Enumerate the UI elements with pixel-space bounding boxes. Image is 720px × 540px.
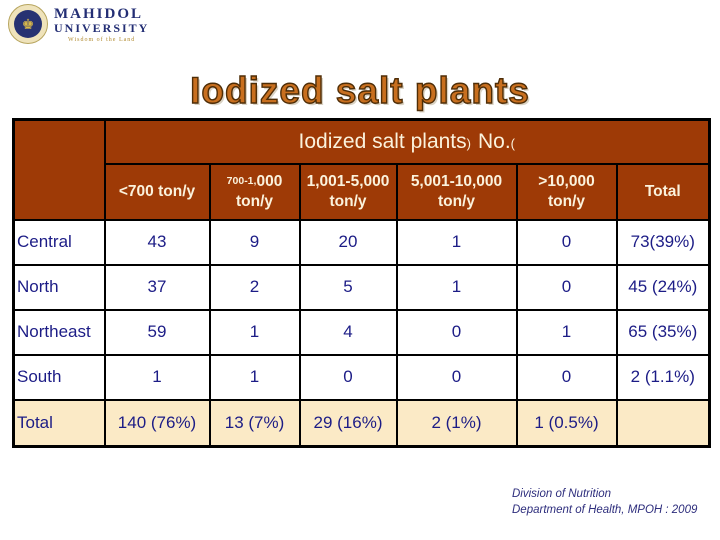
column-header-label: 000 <box>256 173 283 191</box>
table-cell: 140 (76%) <box>103 398 211 448</box>
table-cell: 1 <box>395 218 518 266</box>
column-header-unit: ton/y <box>329 192 367 210</box>
table-row-central: Central 43 9 20 1 0 73(39%) <box>12 218 711 266</box>
column-header-700-1000: 700-1,000 ton/y <box>208 162 301 221</box>
table-cell: 43 <box>103 218 211 266</box>
banner-paren-open: ( <box>510 135 516 151</box>
source-credit-line1: Division of Nutrition <box>512 488 612 500</box>
row-label: North <box>12 263 106 311</box>
logo-tagline: Wisdom of the Land <box>68 36 136 43</box>
table-cell <box>615 398 711 448</box>
table-cell: 13 (7%) <box>208 398 301 448</box>
column-header-lt700: <700 ton/y <box>103 162 211 221</box>
column-header-label: Total <box>644 182 681 200</box>
row-label: Central <box>12 218 106 266</box>
iodized-salt-plants-table: Iodized salt plants) No.( <700 ton/y 700-… <box>12 118 712 448</box>
row-label: Total <box>12 398 106 448</box>
table-cell: 2 <box>208 263 301 311</box>
table-cell: 73(39%) <box>615 218 711 266</box>
column-header-unit: ton/y <box>235 192 274 210</box>
column-header-label: 1,001-5,000 <box>306 173 390 191</box>
table-cell: 4 <box>298 308 398 356</box>
table-row-northeast: Northeast 59 1 4 0 1 65 (35%) <box>12 308 711 356</box>
column-header-1001-5000: 1,001-5,000 ton/y <box>298 162 398 221</box>
table-cell: 45 (24%) <box>615 263 711 311</box>
table-cell: 0 <box>515 218 618 266</box>
column-header-5001-10000: 5,001-10,000 ton/y <box>395 162 518 221</box>
column-header-label: <700 ton/y <box>118 182 196 200</box>
table-cell: 0 <box>515 353 618 401</box>
university-logo: ♚ MAHIDOL UNIVERSITY Wisdom of the Land <box>8 4 149 44</box>
table-cell: 1 <box>515 308 618 356</box>
table-cell: 0 <box>395 308 518 356</box>
logo-name-line2: UNIVERSITY <box>54 21 150 35</box>
row-label: South <box>12 353 106 401</box>
table-cell: 65 (35%) <box>615 308 711 356</box>
table-row-south: South 1 1 0 0 0 2 (1.1%) <box>12 353 711 401</box>
crown-emblem-icon: ♚ <box>21 16 35 32</box>
column-header-unit: ton/y <box>437 192 476 210</box>
column-header-total: Total <box>615 162 711 221</box>
column-header-unit: ton/y <box>547 192 586 210</box>
table-cell: 37 <box>103 263 211 311</box>
table-cell: 1 <box>395 263 518 311</box>
table-cell: 2 (1%) <box>395 398 518 448</box>
university-emblem-icon: ♚ <box>8 4 48 44</box>
table-corner-cell <box>12 118 106 221</box>
source-credit-line2: Department of Health, MPOH : 2009 <box>512 503 698 516</box>
table-cell: 1 <box>208 308 301 356</box>
banner-text-main: Iodized salt plants <box>298 129 467 153</box>
table-cell: 20 <box>298 218 398 266</box>
table-row-north: North 37 2 5 1 0 45 (24%) <box>12 263 711 311</box>
column-header-label: 5,001-10,000 <box>410 173 503 191</box>
table-cell: 0 <box>515 263 618 311</box>
column-header-gt10000: >10,000 ton/y <box>515 162 618 221</box>
table-cell: 5 <box>298 263 398 311</box>
table-cell: 29 (16%) <box>298 398 398 448</box>
table-cell: 9 <box>208 218 301 266</box>
column-header-label: >10,000 <box>538 173 595 191</box>
table-cell: 2 (1.1%) <box>615 353 711 401</box>
slide-title: Iodized salt plants <box>189 69 530 111</box>
table-row-total: Total 140 (76%) 13 (7%) 29 (16%) 2 (1%) … <box>12 398 711 448</box>
source-credit: Division of Nutrition Department of Heal… <box>512 487 697 518</box>
table-cell: 1 (0.5%) <box>515 398 618 448</box>
table-cell: 59 <box>103 308 211 356</box>
row-label: Northeast <box>12 308 106 356</box>
table-banner: Iodized salt plants) No.( <box>103 118 711 165</box>
banner-text-no: No. <box>477 129 511 153</box>
emblem-inner-circle: ♚ <box>14 10 42 38</box>
table-cell: 1 <box>103 353 211 401</box>
table-cell: 0 <box>395 353 518 401</box>
column-header-small-part: 700-1, <box>226 175 257 188</box>
table-cell: 1 <box>208 353 301 401</box>
logo-name-line1: MAHIDOL <box>54 6 143 22</box>
table-cell: 0 <box>298 353 398 401</box>
logo-text: MAHIDOL UNIVERSITY Wisdom of the Land <box>54 4 149 43</box>
banner-paren-close: ) <box>466 135 471 151</box>
